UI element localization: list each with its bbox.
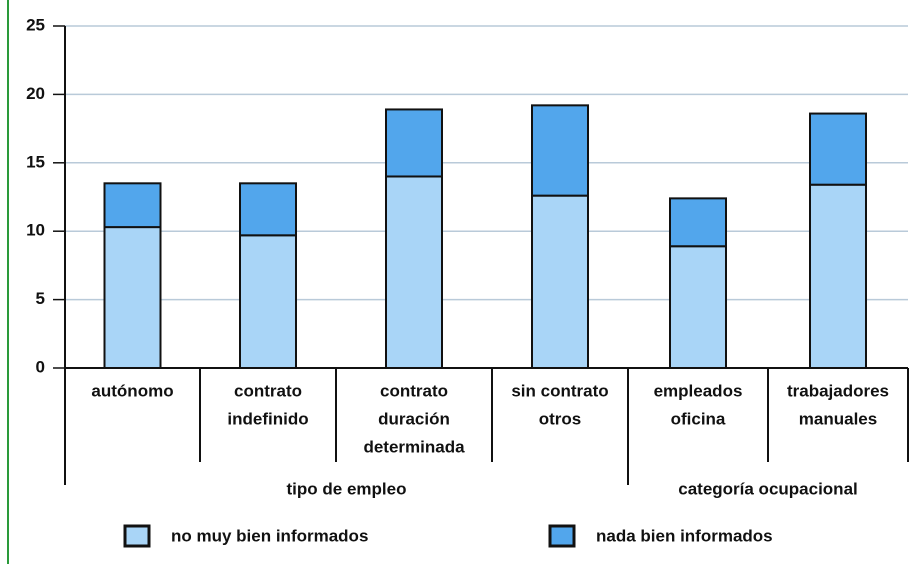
bar-segment xyxy=(239,234,297,369)
bar-segment xyxy=(809,112,867,186)
y-tick-label: 10 xyxy=(26,221,45,240)
x-tick-label: contrato xyxy=(234,381,302,400)
group-label: categoría ocupacional xyxy=(678,479,858,498)
bar-segment xyxy=(531,104,589,197)
y-tick-label: 5 xyxy=(36,289,45,308)
x-tick-label: empleados xyxy=(654,381,743,400)
x-tick-label: autónomo xyxy=(91,381,173,400)
y-tick-label: 0 xyxy=(36,357,45,376)
y-tick-label: 15 xyxy=(26,152,45,171)
bar-segment xyxy=(239,182,297,237)
x-tick-label: sin contrato xyxy=(511,381,608,400)
legend-swatch xyxy=(123,524,151,548)
y-tick-label: 20 xyxy=(26,84,45,103)
bar-segment xyxy=(809,183,867,369)
bar-segment xyxy=(531,194,589,369)
bar-segment xyxy=(385,108,443,178)
x-tick-label: contrato xyxy=(380,381,448,400)
legend-label: nada bien informados xyxy=(596,526,773,545)
bar-segment xyxy=(669,197,727,248)
x-tick-label: determinada xyxy=(363,437,465,456)
bar-segment xyxy=(103,182,162,229)
x-tick-label: manuales xyxy=(799,409,877,428)
x-tick-label: indefinido xyxy=(227,409,308,428)
bar-segment xyxy=(669,245,727,369)
legend-label: no muy bien informados xyxy=(171,526,368,545)
x-tick-label: oficina xyxy=(671,409,726,428)
x-tick-label: duración xyxy=(378,409,450,428)
x-tick-label: otros xyxy=(539,409,582,428)
group-label: tipo de empleo xyxy=(287,479,407,498)
legend-swatch xyxy=(548,524,576,548)
bar-segment xyxy=(103,226,162,369)
bar-segment xyxy=(385,175,443,369)
y-tick-label: 25 xyxy=(26,15,45,34)
x-tick-label: trabajadores xyxy=(787,381,889,400)
